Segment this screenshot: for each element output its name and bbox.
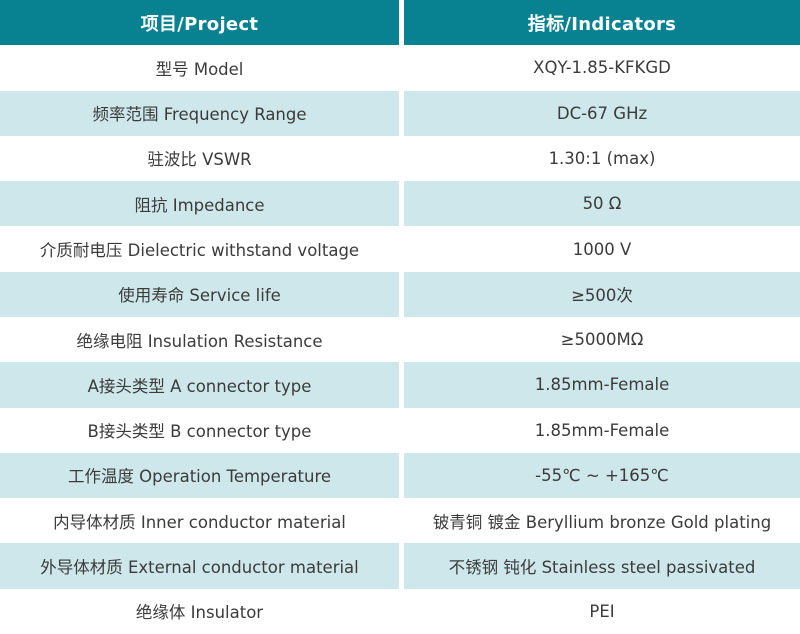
indicator-cell: 1000 V (572, 239, 632, 259)
column-divider (399, 271, 404, 317)
indicator-cell: 1.85mm-Female (534, 420, 670, 440)
column-divider (399, 135, 404, 182)
indicator-cell: 50 Ω (582, 194, 622, 214)
table-row: B接头类型 B connector type 1.85mm-Female (0, 407, 800, 453)
indicator-cell: 铍青铜 镀金 Beryllium bronze Gold plating (432, 512, 772, 532)
column-divider (399, 45, 404, 91)
project-cell: 频率范围 Frequency Range (92, 105, 307, 125)
column-divider (399, 0, 404, 46)
project-cell: 外导体材质 External conductor material (40, 558, 359, 578)
project-cell: 型号 Model (155, 59, 244, 79)
column-divider (399, 316, 404, 363)
indicator-cell: PEI (589, 601, 615, 621)
table-row: 绝缘体 Insulator PEI (0, 588, 800, 634)
column-divider (399, 362, 404, 408)
table-row: 工作温度 Operation Temperature -55℃ ~ +165℃ (0, 452, 800, 499)
project-cell: 绝缘电阻 Insulation Resistance (76, 331, 323, 351)
table-row: 使用寿命 Service life ≥500次 (0, 271, 800, 317)
column-divider (399, 226, 404, 272)
project-cell: 内导体材质 Inner conductor material (53, 512, 346, 532)
project-cell: 绝缘体 Insulator (135, 603, 264, 623)
table-header-row: 项目/Project 指标/Indicators (0, 0, 800, 46)
table-row: 驻波比 VSWR 1.30:1 (max) (0, 135, 800, 182)
header-project-cell: 项目/Project (140, 13, 259, 35)
table-row: 阻抗 Impedance 50 Ω (0, 181, 800, 227)
table-row: 绝缘电阻 Insulation Resistance ≥5000MΩ (0, 316, 800, 363)
table-row: 介质耐电压 Dielectric withstand voltage 1000 … (0, 226, 800, 272)
project-cell: A接头类型 A connector type (87, 376, 312, 396)
table-row: 频率范围 Frequency Range DC-67 GHz (0, 90, 800, 136)
column-divider (399, 452, 404, 499)
column-divider (399, 543, 404, 589)
column-divider (399, 181, 404, 227)
indicator-cell: 1.30:1 (max) (548, 148, 656, 168)
indicator-cell: XQY-1.85-KFKGD (533, 58, 671, 78)
table-row: A接头类型 A connector type 1.85mm-Female (0, 362, 800, 408)
project-cell: 工作温度 Operation Temperature (67, 467, 332, 487)
table-row: 型号 Model XQY-1.85-KFKGD (0, 45, 800, 91)
project-cell: 介质耐电压 Dielectric withstand voltage (39, 241, 360, 261)
column-divider (399, 407, 404, 453)
indicator-cell: ≥500次 (571, 286, 633, 306)
column-divider (399, 498, 404, 544)
project-cell: 阻抗 Impedance (134, 195, 265, 215)
indicator-cell: ≥5000MΩ (560, 330, 644, 350)
column-divider (399, 588, 404, 634)
indicator-cell: 1.85mm-Female (534, 375, 670, 395)
indicator-cell: DC-67 GHz (556, 103, 648, 123)
header-indicators-cell: 指标/Indicators (527, 13, 677, 35)
indicator-cell: 不锈钢 钝化 Stainless steel passivated (448, 558, 756, 578)
column-divider (399, 90, 404, 136)
project-cell: B接头类型 B connector type (87, 422, 312, 442)
table-row: 内导体材质 Inner conductor material 铍青铜 镀金 Be… (0, 498, 800, 544)
project-cell: 使用寿命 Service life (118, 286, 281, 306)
project-cell: 驻波比 VSWR (147, 150, 252, 170)
indicator-cell: -55℃ ~ +165℃ (535, 465, 669, 485)
table-row: 外导体材质 External conductor material 不锈钢 钝化… (0, 543, 800, 589)
